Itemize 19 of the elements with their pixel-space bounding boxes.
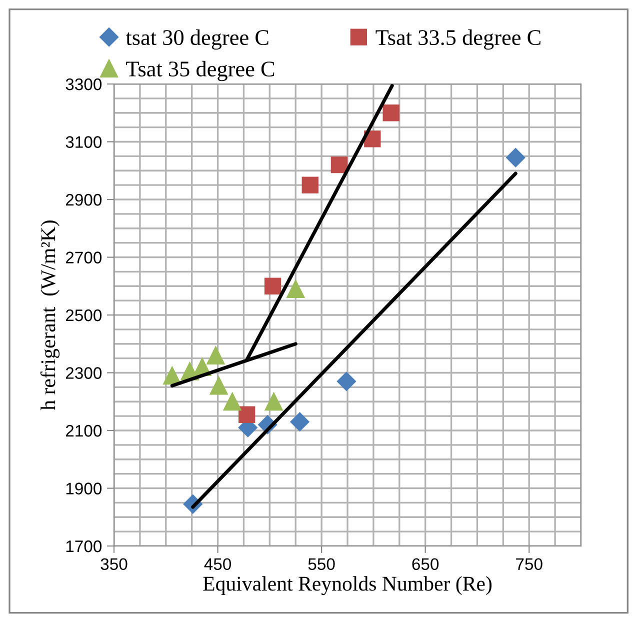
y-tick-label: 3300: [66, 78, 102, 90]
y-tick-label: 2300: [66, 367, 102, 379]
y-tick-label: 2500: [66, 309, 102, 322]
y-tick-label: 2700: [66, 252, 102, 264]
x-tick-label: 650: [412, 558, 439, 570]
legend-label: Tsat 35 degree C: [126, 60, 274, 82]
y-axis-title: h refrigerant (W/m²K): [40, 220, 60, 410]
x-axis-title: Equivalent Reynolds Number (Re): [203, 576, 492, 596]
x-tick-label: 550: [308, 558, 335, 570]
x-tick-label: 750: [516, 558, 542, 570]
y-tick-label: 2900: [66, 194, 102, 206]
y-tick-label: 1900: [66, 482, 102, 494]
x-tick-label: 450: [204, 558, 232, 570]
y-tick-label: 2100: [66, 424, 102, 437]
y-tick-label: 1700: [66, 540, 102, 552]
legend-label: tsat 30 degree C: [126, 29, 268, 50]
x-tick-label: 350: [100, 558, 128, 570]
legend-label: Tsat 33.5 degree C: [376, 29, 540, 50]
y-tick-label: 3100: [66, 136, 102, 148]
